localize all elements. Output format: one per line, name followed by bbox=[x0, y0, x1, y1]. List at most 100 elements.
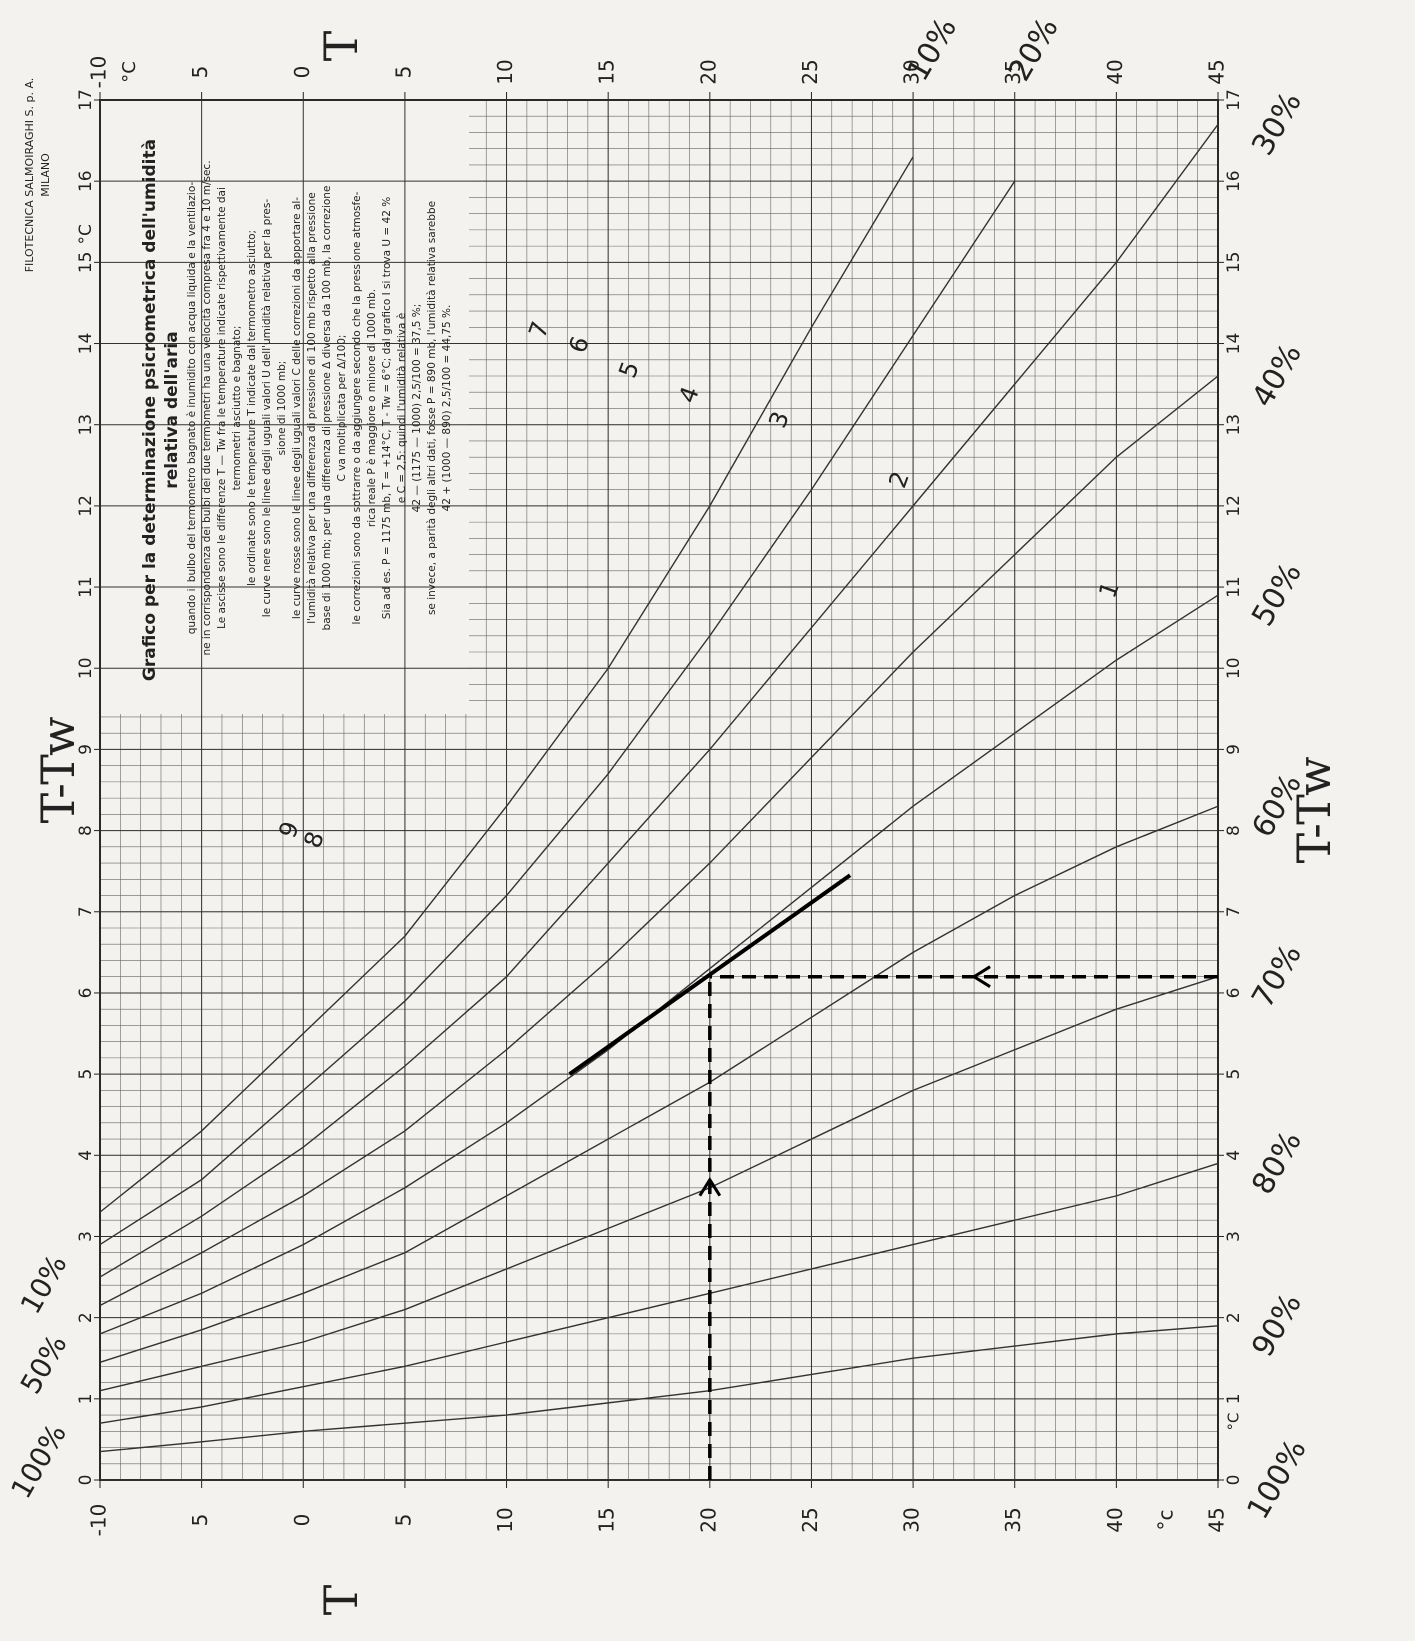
panel-text: Le ascisse sono le differenze T — Tw fra… bbox=[216, 187, 228, 629]
panel-text: Sia ad es. P = 1175 mb, T = +14°C, T - T… bbox=[381, 197, 393, 619]
x-tick-label-top: 35 bbox=[1001, 59, 1025, 84]
x-tick-label-top: 0 bbox=[290, 66, 314, 79]
y-tick-label-left: 7 bbox=[76, 906, 96, 917]
x-tick-label-top: 30 bbox=[900, 59, 924, 84]
panel-text: sione di 1000 mb; bbox=[276, 361, 288, 456]
y-tick-label-right: 12 bbox=[1224, 495, 1244, 517]
x-tick-label-top: 40 bbox=[1103, 59, 1127, 84]
y-tick-label-left: 1 bbox=[76, 1393, 96, 1404]
x-tick-label: 10 bbox=[493, 1507, 517, 1532]
panel-title: Grafico per la determinazione psicrometr… bbox=[140, 139, 160, 681]
text-panel bbox=[101, 101, 469, 714]
y-tick-label-right: 10 bbox=[1224, 657, 1244, 679]
x-tick-label-top: 5 bbox=[391, 66, 415, 79]
y-tick-label-left: 5 bbox=[76, 1069, 96, 1080]
y-tick-label-left: 9 bbox=[76, 744, 96, 755]
panel-text: le curve nere sono le linee degli uguali… bbox=[261, 199, 273, 618]
x-tick-label: 25 bbox=[798, 1507, 822, 1532]
y-tick-label-left: 2 bbox=[76, 1312, 96, 1323]
x-tick-label: 45 bbox=[1205, 1507, 1229, 1532]
x-tick-label: 35 bbox=[1001, 1507, 1025, 1532]
y-tick-label-right: 15 bbox=[1224, 252, 1244, 274]
y-tick-label-right: 8 bbox=[1224, 825, 1244, 836]
panel-text: e C = 2,5: quindi l'umidità relativa è bbox=[396, 313, 408, 503]
y-tick-label-right: 1 bbox=[1224, 1393, 1244, 1404]
y-tick-label-left: 15 bbox=[76, 252, 96, 274]
y-tick-label-right: 9 bbox=[1224, 744, 1244, 755]
y-tick-label-left: 4 bbox=[76, 1150, 96, 1161]
rh-curve bbox=[99, 1325, 1219, 1453]
rh-curve bbox=[99, 156, 914, 1213]
x-tick-label: -10 bbox=[87, 1504, 111, 1537]
highlight-line bbox=[568, 873, 852, 1076]
panel-text: le ordinate sono le temperature T indica… bbox=[246, 230, 258, 586]
unit: °C bbox=[119, 61, 140, 83]
panel-text: ne in corrispondenza dei bulbi dei due t… bbox=[201, 160, 213, 655]
y-tick-label-right: 17 bbox=[1224, 89, 1244, 111]
rh-curve bbox=[99, 805, 1219, 1363]
unit: °C bbox=[1225, 1413, 1243, 1431]
y-tick-label-right: 16 bbox=[1224, 170, 1244, 192]
y-tick-label-left: 12 bbox=[76, 495, 96, 517]
y-tick-label-left: 3 bbox=[76, 1231, 96, 1242]
y-tick-label-left: 17 bbox=[76, 89, 96, 111]
panel-text: C va moltiplicata per Δ/100; bbox=[336, 335, 348, 482]
y-tick-label-right: 4 bbox=[1224, 1150, 1244, 1161]
axis-title: T-Tw bbox=[1287, 756, 1341, 863]
y-tick-label-left: 6 bbox=[76, 988, 96, 999]
panel-text: l'umidità relativa per una differenza di… bbox=[306, 192, 318, 623]
y-tick-label-right: 7 bbox=[1224, 906, 1244, 917]
y-tick-label-left: 11 bbox=[76, 576, 96, 598]
y-tick-label-left: 8 bbox=[76, 825, 96, 836]
x-tick-label: 0 bbox=[290, 1514, 314, 1527]
city: MILANO bbox=[39, 153, 52, 197]
y-tick-label-right: 5 bbox=[1224, 1069, 1244, 1080]
panel-title: relativa dell'aria bbox=[162, 331, 182, 488]
rh-curve bbox=[99, 375, 1219, 1307]
x-tick-label: 40 bbox=[1103, 1507, 1127, 1532]
unit: °C bbox=[76, 224, 96, 244]
panel-text: le correzioni sono da sottrarre o da agg… bbox=[351, 191, 363, 624]
axis-title: T bbox=[314, 30, 368, 61]
y-tick-label-left: 10 bbox=[76, 657, 96, 679]
panel-text: base di 1000 mb; per una differenza di p… bbox=[321, 186, 333, 631]
axis-title: T bbox=[314, 1584, 368, 1615]
y-tick-label-left: 16 bbox=[76, 170, 96, 192]
arrow-head bbox=[971, 965, 991, 988]
arrow-head bbox=[698, 1176, 722, 1197]
panel-text: le curve rosse sono le linee degli ugual… bbox=[291, 197, 303, 619]
y-tick-label-right: 3 bbox=[1224, 1231, 1244, 1242]
y-tick-label-right: 14 bbox=[1224, 333, 1244, 355]
panel-text: 42 — (1175 — 1000) 2,5/100 = 37,5 %; bbox=[411, 304, 423, 513]
axis-title: T-Tw bbox=[31, 716, 85, 823]
x-tick-label-top: -10 bbox=[87, 56, 111, 89]
publisher: FILOTECNICA SALMOIRAGHI S. p. A. bbox=[23, 78, 36, 273]
y-tick-label-right: 0 bbox=[1224, 1475, 1244, 1486]
y-tick-label-right: 6 bbox=[1224, 988, 1244, 999]
panel-text: rica reale P è maggiore o minore di 1000… bbox=[366, 289, 378, 527]
x-tick-label-top: 10 bbox=[493, 59, 517, 84]
panel-text: quando il bulbo del termometro bagnato è… bbox=[186, 182, 198, 635]
panel-text: se invece, a parità degli altri dati, fo… bbox=[426, 201, 438, 615]
y-tick-label-left: 0 bbox=[76, 1475, 96, 1486]
x-tick-label-top: 20 bbox=[696, 59, 720, 84]
x-tick-label: 30 bbox=[900, 1507, 924, 1532]
x-tick-label: 5 bbox=[188, 1514, 212, 1527]
x-tick-label: 20 bbox=[696, 1507, 720, 1532]
rh-curve bbox=[99, 976, 1219, 1392]
rh-curve bbox=[99, 1162, 1219, 1424]
x-tick-label: 5 bbox=[391, 1514, 415, 1527]
x-tick-label: 15 bbox=[595, 1507, 619, 1532]
y-tick-label-left: 14 bbox=[76, 333, 96, 355]
rh-curve bbox=[99, 180, 1016, 1246]
x-tick-label-top: 15 bbox=[595, 59, 619, 84]
y-tick-label-right: 13 bbox=[1224, 414, 1244, 436]
panel-text: 42 + (1000 — 890) 2,5/100 = 44,75 %. bbox=[441, 305, 453, 512]
panel-text: termometri asciutto e bagnato; bbox=[231, 326, 243, 491]
unit: °c bbox=[1154, 1510, 1178, 1531]
x-tick-label-top: 5 bbox=[188, 66, 212, 79]
y-tick-label-right: 11 bbox=[1224, 576, 1244, 598]
rh-curve bbox=[99, 123, 1219, 1278]
x-tick-label-top: 25 bbox=[798, 59, 822, 84]
